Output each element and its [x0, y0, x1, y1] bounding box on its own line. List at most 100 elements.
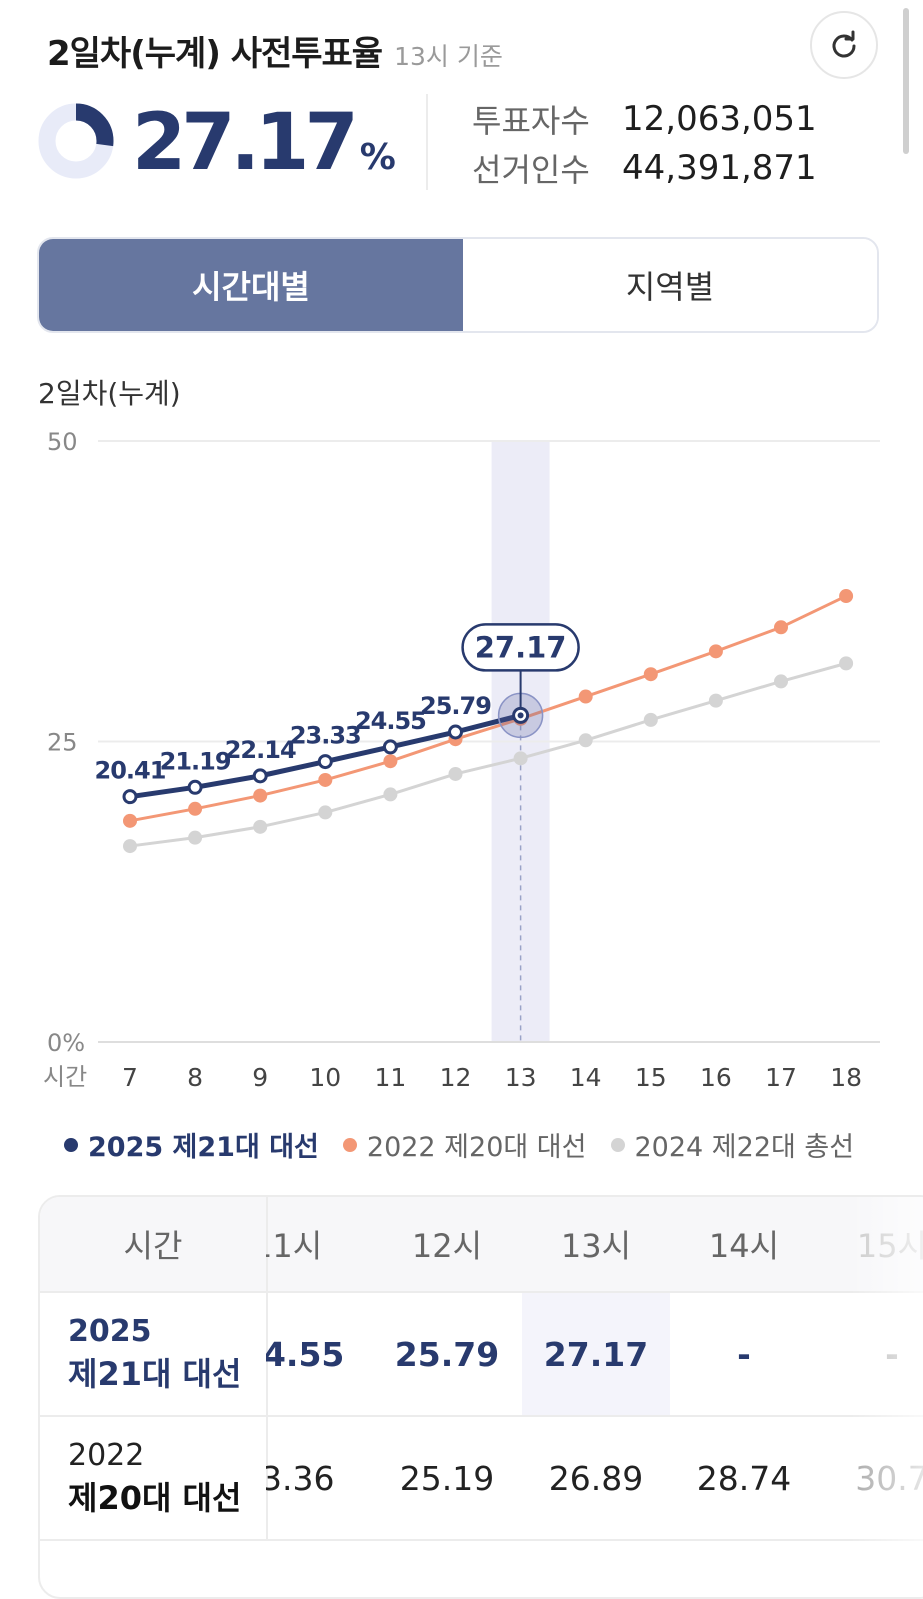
row-election: 제20대 대선: [68, 1478, 242, 1517]
table-row: 2025 제21대 대선 24.55 25.79 27.17 - -: [40, 1293, 923, 1417]
table-value-12: 25.79: [394, 1334, 500, 1374]
data-point: [448, 766, 463, 781]
data-point: [123, 839, 137, 854]
y-tick-label: 25: [47, 729, 78, 757]
callout-box: [461, 623, 580, 672]
table-value-14: -: [737, 1334, 751, 1374]
table-value-13: 26.89: [548, 1458, 644, 1498]
data-point: [578, 689, 593, 704]
table-header-time: 시간: [40, 1197, 268, 1291]
legend-item-2024: 2024 제22대 총선: [610, 1125, 855, 1164]
data-point: [317, 754, 333, 770]
table-value-15: 30.7: [855, 1458, 923, 1498]
refresh-icon: [832, 30, 856, 58]
x-tick-label: 15: [635, 1063, 667, 1092]
x-axis-title: 시간: [43, 1063, 87, 1091]
table-header-11: 11시: [266, 1227, 323, 1265]
data-point: [513, 751, 528, 766]
x-tick-label: 12: [440, 1063, 472, 1092]
turnout-table[interactable]: 시간 11시 12시 13시 14시 15시 2025 제21대 대선 24.5…: [38, 1195, 923, 1599]
electorate-value: 44,391,871: [622, 148, 817, 188]
callout-label: 27.17: [475, 630, 567, 664]
turnout-rate-unit: %: [359, 137, 396, 178]
x-tick-label: 18: [830, 1063, 862, 1092]
row-year: 2022: [68, 1437, 145, 1473]
series-line-2: [129, 661, 847, 848]
table-row: 2022 제20대 대선 23.36 25.19 26.89 28.74 30.…: [40, 1417, 923, 1541]
data-label: 24.55: [355, 707, 426, 735]
turnout-rate: 27.17 %: [132, 98, 396, 188]
turnout-donut-chart: [38, 103, 114, 179]
table-header-15: 15시: [856, 1227, 923, 1265]
page-title: 2일차(누계) 사전투표율: [47, 34, 383, 74]
table-header-12: 12시: [411, 1227, 483, 1265]
table-value-14: 28.74: [696, 1458, 792, 1498]
data-point: [187, 779, 203, 795]
row-label-2022: 2022 제20대 대선: [40, 1417, 268, 1539]
data-label: 25.79: [420, 692, 491, 720]
page-scrollbar[interactable]: [903, 8, 909, 154]
x-tick-label: 10: [309, 1063, 341, 1092]
view-tabs: 시간대별 지역별: [37, 237, 879, 333]
data-point: [383, 787, 398, 802]
data-label: 22.14: [225, 736, 296, 764]
data-point: [123, 813, 137, 828]
table-header-time-label: 시간: [123, 1227, 183, 1265]
legend-label-2025: 2025 제21대 대선: [88, 1132, 319, 1163]
header: 2일차(누계) 사전투표율 13시 기준: [47, 26, 503, 75]
data-point: [318, 772, 333, 787]
table-header-cell: 11시: [266, 1197, 383, 1291]
legend-dot-2024: [610, 1137, 625, 1152]
series-line-1: [129, 594, 847, 823]
electorate-stat: 선거인수 44,391,871: [472, 145, 817, 191]
chart-subtitle: 2일차(누계): [38, 377, 181, 410]
row-election: 제21대 대선: [68, 1354, 242, 1393]
data-point: [252, 768, 268, 784]
data-point: [708, 693, 723, 708]
refresh-button[interactable]: [810, 11, 878, 79]
tab-by-time[interactable]: 시간대별: [39, 239, 463, 331]
data-point: [253, 788, 268, 803]
table-header-row: 시간 11시 12시 13시 14시 15시: [40, 1197, 923, 1293]
data-point: [188, 830, 203, 845]
table-cell: 23.36: [266, 1417, 383, 1539]
data-point: [448, 724, 463, 740]
x-tick-label: 9: [252, 1063, 268, 1092]
table-header-13: 13시: [560, 1227, 632, 1265]
voters-label: 투표자수: [472, 102, 590, 140]
y-tick-label: 50: [47, 428, 78, 456]
legend-label-2024: 2024 제22대 총선: [634, 1132, 855, 1163]
data-point: [122, 789, 138, 805]
current-hour-highlight: [522, 1293, 670, 1415]
legend-item-2022: 2022 제20대 대선: [342, 1125, 587, 1164]
data-point: [253, 819, 268, 834]
current-point-core: [517, 712, 524, 719]
data-point: [839, 656, 854, 671]
data-point: [774, 620, 788, 635]
summary-divider: [426, 94, 428, 190]
turnout-rate-value: 27.17: [132, 98, 359, 188]
data-label: 21.19: [160, 747, 231, 775]
x-tick-label: 14: [570, 1063, 602, 1092]
data-label: 20.41: [95, 757, 166, 785]
data-point: [643, 667, 658, 682]
table-value-15: -: [885, 1334, 899, 1374]
electorate-label: 선거인수: [472, 151, 590, 189]
legend-dot-2025: [64, 1137, 78, 1152]
data-label: 23.33: [290, 722, 361, 750]
table-header-14: 14시: [708, 1227, 780, 1265]
legend-dot-2022: [342, 1137, 357, 1152]
data-point: [578, 733, 593, 748]
table-value-13: 27.17: [543, 1334, 649, 1374]
row-year: 2025: [68, 1313, 152, 1349]
legend-label-2022: 2022 제20대 대선: [366, 1132, 587, 1163]
table-cell: 24.55: [266, 1293, 383, 1415]
row-label-2025: 2025 제21대 대선: [40, 1293, 268, 1415]
chart-legend: 2025 제21대 대선 2022 제20대 대선 2024 제22대 총선: [64, 1125, 878, 1164]
x-tick-label: 8: [187, 1063, 203, 1092]
x-tick-label: 7: [122, 1063, 138, 1092]
tab-by-region[interactable]: 지역별: [463, 239, 877, 331]
x-tick-label: 17: [765, 1063, 797, 1092]
x-tick-label: 11: [374, 1063, 406, 1092]
